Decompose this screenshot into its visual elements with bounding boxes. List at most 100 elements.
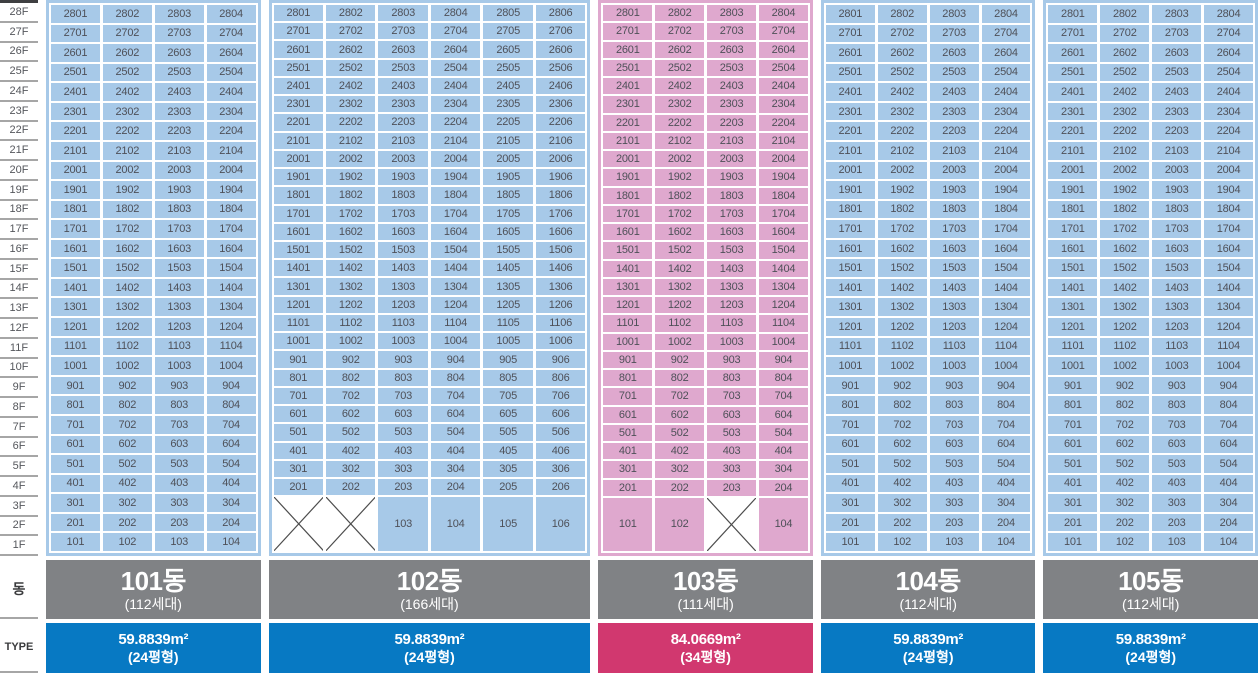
unit-cell[interactable]: 2002 bbox=[655, 151, 705, 168]
unit-cell[interactable]: 802 bbox=[102, 396, 152, 414]
unit-cell[interactable]: 2403 bbox=[154, 83, 204, 101]
unit-cell[interactable]: 1001 bbox=[825, 357, 875, 375]
unit-cell[interactable]: 502 bbox=[326, 424, 376, 441]
unit-cell[interactable]: 2402 bbox=[326, 77, 376, 95]
unit-cell[interactable]: 903 bbox=[929, 376, 979, 395]
unit-cell[interactable]: 2704 bbox=[1204, 24, 1253, 43]
unit-cell[interactable]: 1603 bbox=[707, 224, 757, 241]
unit-cell[interactable]: 1901 bbox=[825, 181, 875, 199]
unit-cell[interactable]: 2802 bbox=[1100, 5, 1150, 23]
unit-cell[interactable]: 1305 bbox=[483, 278, 533, 295]
unit-cell[interactable]: 2305 bbox=[483, 96, 533, 113]
unit-cell[interactable]: 2302 bbox=[326, 96, 376, 113]
unit-cell[interactable]: 2703 bbox=[154, 24, 204, 43]
unit-cell[interactable]: 2701 bbox=[51, 24, 100, 43]
unit-cell[interactable]: 2402 bbox=[102, 83, 152, 101]
unit-cell[interactable]: 1403 bbox=[154, 278, 204, 297]
unit-cell[interactable]: 1301 bbox=[825, 298, 875, 317]
unit-cell[interactable]: 1904 bbox=[206, 181, 256, 199]
unit-cell[interactable]: 1101 bbox=[825, 337, 875, 356]
unit-cell[interactable]: 2503 bbox=[929, 63, 979, 82]
unit-cell[interactable]: 302 bbox=[655, 461, 705, 478]
unit-cell[interactable]: 2701 bbox=[603, 23, 653, 40]
unit-cell[interactable]: 203 bbox=[154, 513, 204, 532]
unit-cell[interactable]: 602 bbox=[326, 406, 376, 423]
unit-cell[interactable]: 1801 bbox=[603, 187, 653, 204]
unit-cell[interactable]: 603 bbox=[1152, 435, 1202, 454]
unit-cell[interactable]: 1904 bbox=[981, 181, 1031, 199]
unit-cell[interactable]: 803 bbox=[929, 396, 979, 414]
unit-cell[interactable]: 604 bbox=[981, 435, 1031, 454]
unit-cell[interactable]: 604 bbox=[1204, 435, 1253, 454]
unit-cell[interactable]: 1903 bbox=[378, 169, 428, 186]
unit-cell[interactable]: 2702 bbox=[1100, 24, 1150, 43]
unit-cell[interactable]: 1304 bbox=[206, 298, 256, 317]
unit-cell[interactable]: 1601 bbox=[825, 239, 875, 258]
unit-cell[interactable]: 2203 bbox=[1152, 122, 1202, 140]
unit-cell[interactable]: 906 bbox=[535, 351, 586, 368]
unit-cell[interactable]: 2801 bbox=[603, 5, 653, 22]
unit-cell[interactable]: 102 bbox=[102, 533, 152, 551]
unit-cell[interactable]: 304 bbox=[1204, 494, 1253, 512]
unit-cell[interactable]: 2501 bbox=[1048, 63, 1098, 82]
unit-cell[interactable]: 2601 bbox=[51, 44, 100, 62]
unit-cell[interactable]: 1104 bbox=[981, 337, 1031, 356]
unit-cell[interactable]: 2604 bbox=[206, 44, 256, 62]
unit-cell[interactable]: 704 bbox=[430, 387, 481, 405]
unit-cell[interactable]: 901 bbox=[273, 351, 324, 368]
unit-cell[interactable]: 602 bbox=[655, 406, 705, 423]
unit-cell[interactable]: 1701 bbox=[825, 220, 875, 238]
unit-cell[interactable]: 2003 bbox=[1152, 161, 1202, 180]
unit-cell[interactable]: 1802 bbox=[1100, 200, 1150, 219]
unit-cell[interactable]: 2802 bbox=[102, 5, 152, 23]
unit-cell[interactable]: 2301 bbox=[603, 96, 653, 113]
unit-cell[interactable]: 503 bbox=[707, 424, 757, 442]
unit-cell[interactable]: 2804 bbox=[1204, 5, 1253, 23]
unit-cell[interactable]: 1201 bbox=[825, 318, 875, 336]
unit-cell[interactable]: 2601 bbox=[603, 41, 653, 58]
unit-cell[interactable]: 404 bbox=[981, 474, 1031, 493]
unit-cell[interactable]: 2103 bbox=[378, 132, 428, 149]
unit-cell[interactable]: 1802 bbox=[877, 200, 927, 219]
unit-cell[interactable]: 404 bbox=[1204, 474, 1253, 493]
unit-cell[interactable]: 502 bbox=[655, 424, 705, 442]
unit-cell[interactable]: 206 bbox=[535, 479, 586, 496]
unit-cell[interactable]: 502 bbox=[1100, 455, 1150, 473]
unit-cell[interactable]: 501 bbox=[51, 455, 100, 473]
unit-cell[interactable]: 2304 bbox=[981, 102, 1031, 121]
unit-cell[interactable]: 1304 bbox=[430, 278, 481, 295]
unit-cell[interactable]: 1705 bbox=[483, 205, 533, 222]
unit-cell[interactable]: 2602 bbox=[326, 41, 376, 58]
unit-cell[interactable]: 2601 bbox=[825, 44, 875, 62]
unit-cell[interactable]: 1706 bbox=[535, 205, 586, 222]
unit-cell[interactable]: 301 bbox=[273, 460, 324, 478]
unit-cell[interactable]: 1601 bbox=[51, 239, 100, 258]
unit-cell[interactable]: 2401 bbox=[825, 83, 875, 101]
unit-cell[interactable]: 605 bbox=[483, 406, 533, 423]
unit-cell[interactable]: 1903 bbox=[929, 181, 979, 199]
unit-cell[interactable]: 1101 bbox=[603, 315, 653, 332]
unit-cell[interactable]: 1104 bbox=[759, 315, 808, 332]
unit-cell[interactable]: 1205 bbox=[483, 296, 533, 313]
unit-cell[interactable]: 2501 bbox=[51, 63, 100, 82]
unit-cell[interactable]: 1002 bbox=[326, 333, 376, 350]
unit-cell[interactable]: 403 bbox=[378, 442, 428, 459]
unit-cell[interactable]: 2003 bbox=[707, 151, 757, 168]
unit-cell[interactable]: 1502 bbox=[326, 242, 376, 259]
unit-cell[interactable]: 202 bbox=[877, 513, 927, 532]
unit-cell[interactable]: 1003 bbox=[378, 333, 428, 350]
unit-cell[interactable]: 1301 bbox=[1048, 298, 1098, 317]
unit-cell[interactable]: 2504 bbox=[430, 59, 481, 76]
unit-cell[interactable]: 2801 bbox=[273, 5, 324, 22]
unit-cell[interactable]: 2304 bbox=[759, 96, 808, 113]
unit-cell[interactable]: 1201 bbox=[51, 318, 100, 336]
unit-cell[interactable]: 2603 bbox=[154, 44, 204, 62]
unit-cell[interactable]: 2201 bbox=[1048, 122, 1098, 140]
unit-cell[interactable]: 102 bbox=[655, 497, 705, 551]
unit-cell[interactable]: 2004 bbox=[430, 150, 481, 168]
unit-cell[interactable]: 305 bbox=[483, 460, 533, 478]
unit-cell[interactable]: 204 bbox=[430, 479, 481, 496]
unit-cell[interactable]: 2001 bbox=[51, 161, 100, 180]
unit-cell[interactable]: 201 bbox=[825, 513, 875, 532]
unit-cell[interactable]: 303 bbox=[707, 461, 757, 478]
